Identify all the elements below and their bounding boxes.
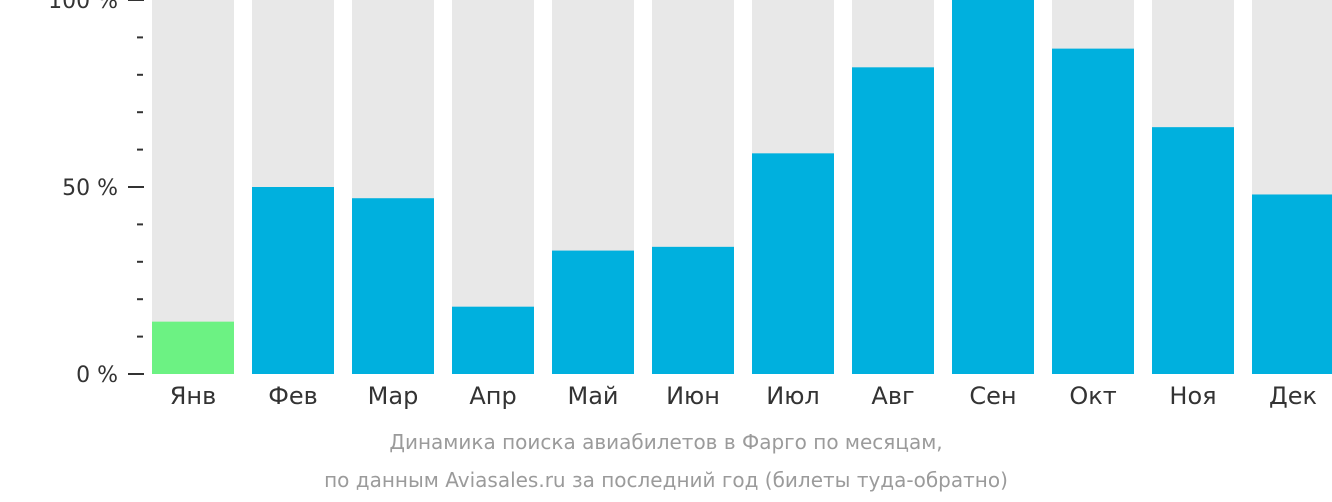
bar-Июн	[652, 246, 734, 374]
chart-caption-line-1: Динамика поиска авиабилетов в Фарго по м…	[389, 430, 943, 454]
bar-Фев	[252, 187, 334, 374]
x-tick-label: Дек	[1269, 382, 1317, 410]
bar-Июл	[752, 153, 834, 374]
x-tick-label: Авг	[871, 382, 914, 410]
bar-Апр	[452, 306, 534, 374]
bar-Окт	[1052, 48, 1134, 375]
bar-background	[152, 0, 234, 374]
y-tick-label: 50 %	[62, 176, 118, 201]
x-tick-label: Янв	[170, 382, 217, 410]
y-tick-label: 0 %	[76, 363, 118, 388]
y-axis: 100 % 50 % 0 %	[48, 0, 144, 388]
bar-Янв	[152, 321, 234, 374]
x-tick-label: Июл	[766, 382, 820, 410]
x-tick-label: Фев	[268, 382, 318, 410]
x-tick-label: Сен	[969, 382, 1016, 410]
x-tick-label: Ноя	[1169, 382, 1216, 410]
x-tick-label: Мар	[368, 382, 419, 410]
bar-Дек	[1252, 194, 1332, 374]
x-tick-label: Апр	[469, 382, 516, 410]
y-tick-label: 100 %	[48, 0, 118, 14]
bar-Сен	[952, 0, 1034, 374]
x-tick-label: Май	[567, 382, 618, 410]
x-tick-label: Июн	[666, 382, 720, 410]
value-bars	[152, 0, 1332, 375]
bar-Авг	[852, 67, 934, 374]
chart-caption-line-2: по данным Aviasales.ru за последний год …	[324, 468, 1008, 492]
bar-Май	[552, 250, 634, 374]
x-axis-labels: Янв Фев Мар Апр Май Июн Июл Авг Сен Окт Ноя Дек	[170, 382, 1317, 410]
bar-Ноя	[1152, 127, 1234, 374]
bar-Мар	[352, 198, 434, 374]
x-tick-label: Окт	[1069, 382, 1116, 410]
bar-chart: 100 % 50 % 0 % Янв Фев Мар Апр Май Июн Июл Авг Сен…	[48, 0, 1332, 410]
